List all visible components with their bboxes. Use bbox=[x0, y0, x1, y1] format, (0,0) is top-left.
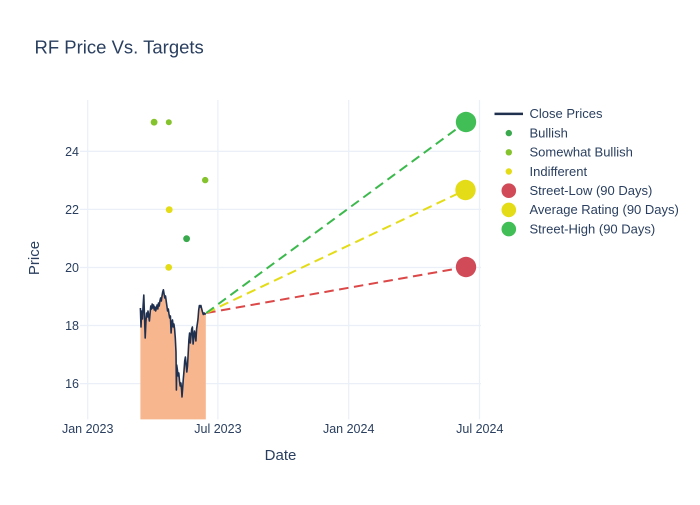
svg-text:Bullish: Bullish bbox=[530, 125, 568, 140]
svg-text:24: 24 bbox=[65, 145, 79, 159]
svg-text:Date: Date bbox=[265, 447, 297, 464]
svg-text:Average Rating (90 Days): Average Rating (90 Days) bbox=[530, 202, 679, 217]
svg-text:Jan 2024: Jan 2024 bbox=[323, 422, 374, 436]
svg-text:RF Price Vs. Targets: RF Price Vs. Targets bbox=[35, 37, 204, 58]
svg-text:Somewhat Bullish: Somewhat Bullish bbox=[530, 145, 633, 160]
svg-text:Jan 2023: Jan 2023 bbox=[62, 422, 113, 436]
svg-text:Street-High (90 Days): Street-High (90 Days) bbox=[530, 221, 656, 236]
svg-text:Price: Price bbox=[26, 241, 43, 275]
svg-text:20: 20 bbox=[65, 261, 79, 275]
svg-text:Jul 2023: Jul 2023 bbox=[194, 422, 241, 436]
svg-text:16: 16 bbox=[65, 377, 79, 391]
svg-text:Close Prices: Close Prices bbox=[530, 106, 603, 121]
svg-text:Jul 2024: Jul 2024 bbox=[456, 422, 503, 436]
svg-text:Street-Low (90 Days): Street-Low (90 Days) bbox=[530, 183, 653, 198]
svg-text:Indifferent: Indifferent bbox=[530, 164, 588, 179]
svg-text:22: 22 bbox=[65, 203, 79, 217]
svg-text:18: 18 bbox=[65, 319, 79, 333]
